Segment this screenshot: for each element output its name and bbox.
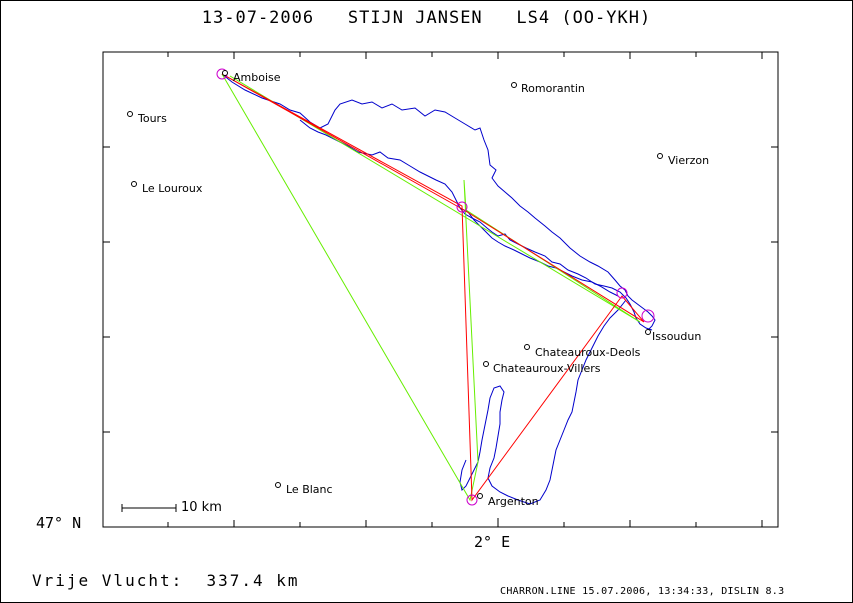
city-issoudun: Issoudun [645,329,701,343]
city-dot [222,70,228,76]
city-label: Le Blanc [286,483,333,496]
city-vierzon: Vierzon [657,153,709,167]
city-label: Tours [137,112,167,125]
flight-date: 13-07-2006 [201,8,315,28]
glider-name: LS4 (OO-YKH) [516,8,652,28]
longitude-label: 2° E [474,533,511,551]
turnpoint-marker [456,201,468,213]
y-ticks [103,146,778,528]
free-flight-line [221,73,641,502]
city-dot [131,181,137,187]
gps-track-leg [459,207,619,297]
turnpoint-marker [616,287,628,299]
city-romorantin: Romorantin [511,82,585,95]
latitude-label: 47° N [36,514,82,532]
city-label: Romorantin [521,82,585,95]
city-dot [477,493,483,499]
city-dot [524,344,530,350]
city-dot [645,329,651,335]
gps-track-return [459,299,627,505]
x-ticks [102,52,763,527]
gps-track [221,73,656,331]
city-tours: Tours [127,111,167,125]
city-label: Issoudun [652,330,701,343]
city-label: Chateauroux-Deols [535,346,641,359]
city-amboise: Amboise [222,70,281,84]
pilot-name: STIJN JANSEN [347,8,483,28]
map-axes-box [102,51,779,528]
task-line [221,73,645,502]
free-flight-distance: Vrije Vlucht: 337.4 km [32,571,300,590]
city-label: Le Louroux [142,182,203,195]
footer-info: CHARRON.LINE 15.07.2006, 13:34:33, DISLI… [500,586,785,597]
scale-bar-label: 10 km [181,500,222,515]
city-label: Chateauroux-Villers [493,362,601,375]
city-dot [127,111,133,117]
city-argenton: Argenton [477,493,539,508]
city-label: Amboise [233,71,281,84]
city-dot [511,82,517,88]
city-dot [483,361,489,367]
city-dot [275,482,281,488]
scale-bar [121,504,177,512]
city-le-blanc: Le Blanc [275,482,333,496]
gps-track-middle [299,119,653,331]
city-label: Argenton [488,495,539,508]
turnpoint-marker [641,309,655,323]
city-chateauroux-villers: Chateauroux-Villers [483,361,601,375]
turnpoints [216,68,655,506]
turnpoint-marker [466,494,478,506]
city-le-louroux: Le Louroux [131,181,203,195]
city-dot [657,153,663,159]
city-chateauroux-deols: Chateauroux-Deols [524,344,641,359]
distance-value: 337.4 km [206,571,300,590]
distance-label: Vrije Vlucht: [32,571,184,590]
flight-title: 13-07-2006 STIJN JANSEN LS4 (OO-YKH) [0,8,853,28]
city-label: Vierzon [668,154,709,167]
